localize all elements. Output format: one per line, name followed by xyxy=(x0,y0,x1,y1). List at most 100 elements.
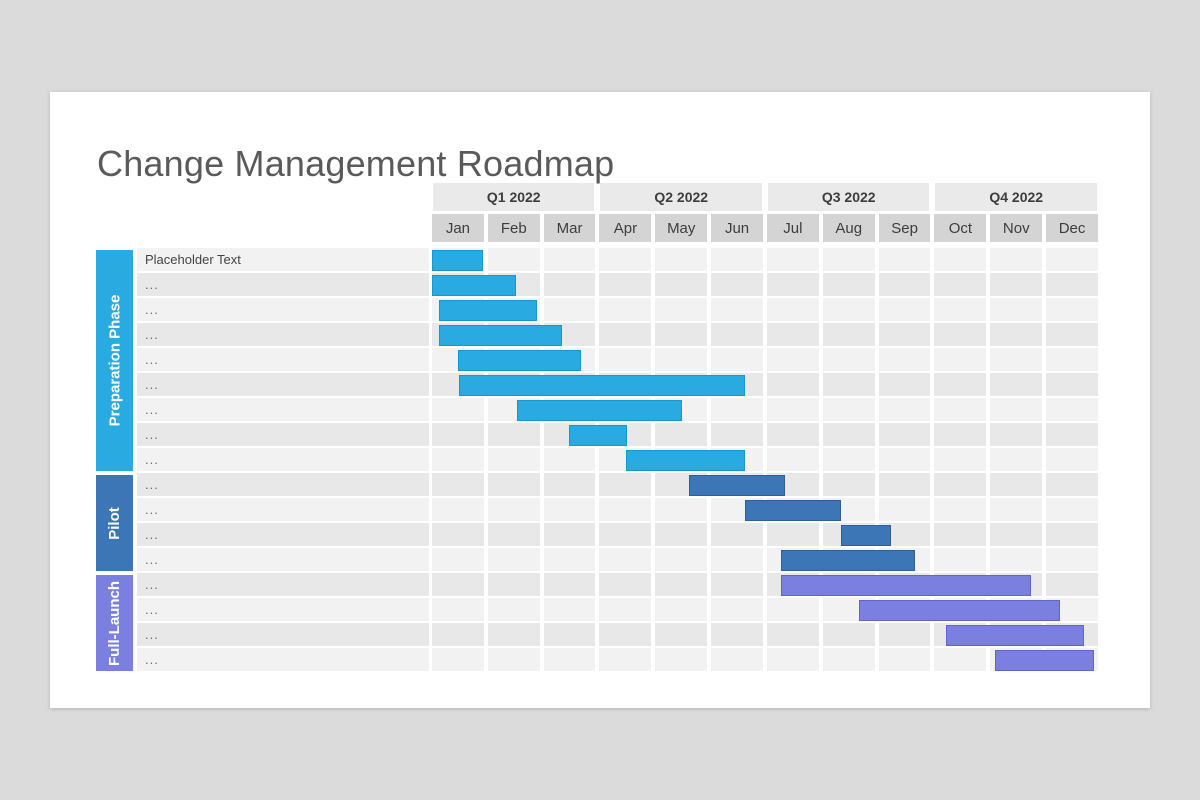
grid-cell xyxy=(599,648,652,671)
grid-cell xyxy=(766,248,819,271)
task-row-label: ... xyxy=(137,423,429,446)
grid-cell xyxy=(599,623,652,646)
task-row-label: ... xyxy=(137,348,429,371)
grid-cell xyxy=(487,448,540,471)
grid-cell xyxy=(878,623,931,646)
page-title: Change Management Roadmap xyxy=(97,143,615,185)
month-header-cell: Jun xyxy=(711,214,763,242)
grid-cell xyxy=(934,398,987,421)
grid-cell xyxy=(599,548,652,571)
grid-cell xyxy=(655,573,708,596)
grid-cell xyxy=(599,298,652,321)
grid-cell xyxy=(934,348,987,371)
grid-cell xyxy=(766,398,819,421)
grid-cell xyxy=(599,498,652,521)
month-header-cell: Feb xyxy=(487,214,540,242)
grid-cell xyxy=(487,523,540,546)
grid-cell xyxy=(432,598,484,621)
grid-cell xyxy=(599,348,652,371)
grid-cell xyxy=(934,473,987,496)
task-bar xyxy=(438,325,562,346)
grid-cell xyxy=(934,423,987,446)
grid-cell xyxy=(822,273,875,296)
grid-cell xyxy=(1046,323,1098,346)
grid-cell xyxy=(822,323,875,346)
task-row-label: ... xyxy=(137,398,429,421)
grid-cell xyxy=(543,523,596,546)
grid-cell xyxy=(878,373,931,396)
grid-cell xyxy=(487,498,540,521)
grid-cell xyxy=(711,423,763,446)
grid-cell xyxy=(432,398,484,421)
task-bar xyxy=(438,300,538,321)
grid-cell xyxy=(766,298,819,321)
grid-cell xyxy=(432,473,484,496)
grid-cell xyxy=(934,298,987,321)
grid-cell xyxy=(1046,548,1098,571)
task-bar xyxy=(945,625,1084,646)
grid-cell xyxy=(1046,423,1098,446)
grid-cell xyxy=(990,248,1043,271)
grid-cell xyxy=(655,548,708,571)
grid-cell xyxy=(766,623,819,646)
grid-cell xyxy=(599,273,652,296)
task-row-label: ... xyxy=(137,448,429,471)
task-bar xyxy=(457,350,581,371)
grid-cell xyxy=(711,523,763,546)
task-bar xyxy=(858,600,1060,621)
grid-cell xyxy=(878,298,931,321)
task-row-label: ... xyxy=(137,298,429,321)
grid-cell xyxy=(711,573,763,596)
task-bar xyxy=(781,575,1031,596)
grid-cell xyxy=(487,573,540,596)
grid-cell xyxy=(432,423,484,446)
task-bar xyxy=(995,650,1094,671)
grid-cell xyxy=(432,573,484,596)
grid-cell xyxy=(822,473,875,496)
task-row-label: ... xyxy=(137,623,429,646)
grid-cell xyxy=(655,498,708,521)
grid-cell xyxy=(822,398,875,421)
grid-cell xyxy=(990,348,1043,371)
grid-cell xyxy=(822,423,875,446)
grid-cell xyxy=(711,623,763,646)
grid-cell xyxy=(487,473,540,496)
task-bar xyxy=(840,525,892,546)
grid-cell xyxy=(878,523,931,546)
grid-cell xyxy=(766,323,819,346)
grid-cell xyxy=(711,598,763,621)
grid-cell xyxy=(711,648,763,671)
grid-cell xyxy=(1046,398,1098,421)
task-row-label: Placeholder Text xyxy=(137,248,429,271)
grid-cell xyxy=(934,548,987,571)
grid-cell xyxy=(543,473,596,496)
task-bar xyxy=(432,250,484,271)
grid-cell xyxy=(878,348,931,371)
grid-cell xyxy=(487,248,540,271)
grid-cell xyxy=(599,523,652,546)
phase-label-text: Pilot xyxy=(106,506,123,540)
grid-cell xyxy=(1046,473,1098,496)
grid-cell xyxy=(990,323,1043,346)
grid-cell xyxy=(934,373,987,396)
month-header-cell: Dec xyxy=(1046,214,1098,242)
grid-cell xyxy=(432,448,484,471)
gantt-chart: Q1 2022 Q2 2022 Q3 2022 Q4 2022 Jan Feb Mar Apr… xyxy=(50,92,1150,708)
month-header-cell: Jul xyxy=(766,214,819,242)
grid-cell xyxy=(822,248,875,271)
task-bar xyxy=(781,550,916,571)
task-row-label: ... xyxy=(137,323,429,346)
grid-cell xyxy=(822,448,875,471)
grid-cell xyxy=(934,498,987,521)
grid-cell xyxy=(655,423,708,446)
grid-cell xyxy=(432,623,484,646)
grid-cell xyxy=(766,423,819,446)
task-row-label: ... xyxy=(137,598,429,621)
grid-cell xyxy=(766,348,819,371)
grid-cell xyxy=(822,298,875,321)
grid-cell xyxy=(655,348,708,371)
grid-cell xyxy=(543,298,596,321)
grid-cell xyxy=(990,448,1043,471)
grid-cell xyxy=(655,323,708,346)
